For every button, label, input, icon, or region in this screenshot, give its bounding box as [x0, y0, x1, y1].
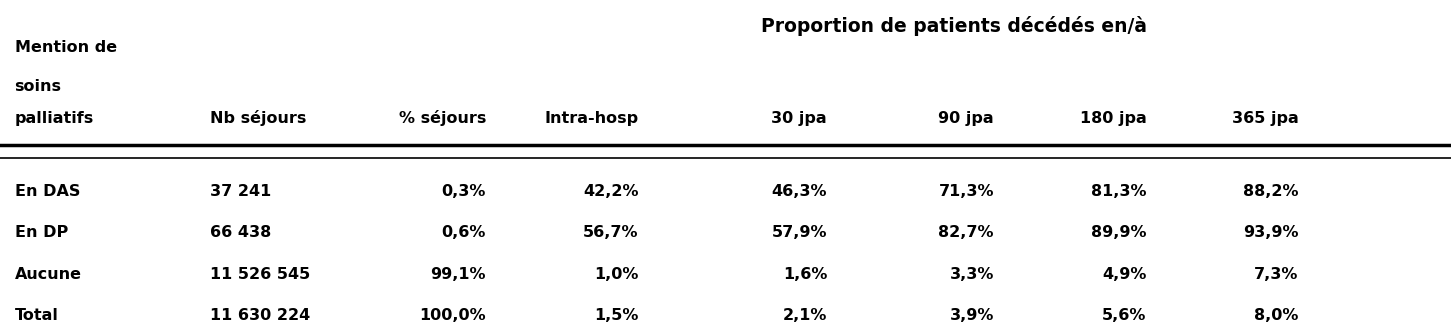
Text: 66 438: 66 438: [210, 226, 271, 240]
Text: 2,1%: 2,1%: [782, 308, 827, 323]
Text: Nb séjours: Nb séjours: [210, 110, 306, 126]
Text: Total: Total: [15, 308, 58, 323]
Text: En DP: En DP: [15, 226, 68, 240]
Text: 71,3%: 71,3%: [939, 184, 994, 199]
Text: En DAS: En DAS: [15, 184, 80, 199]
Text: 365 jpa: 365 jpa: [1232, 110, 1299, 125]
Text: 8,0%: 8,0%: [1254, 308, 1299, 323]
Text: 1,6%: 1,6%: [782, 267, 827, 282]
Text: Intra-hosp: Intra-hosp: [544, 110, 638, 125]
Text: 37 241: 37 241: [210, 184, 271, 199]
Text: 3,3%: 3,3%: [949, 267, 994, 282]
Text: 88,2%: 88,2%: [1244, 184, 1299, 199]
Text: 100,0%: 100,0%: [419, 308, 486, 323]
Text: % séjours: % séjours: [399, 110, 486, 126]
Text: 56,7%: 56,7%: [583, 226, 638, 240]
Text: Proportion de patients décédés en/à: Proportion de patients décédés en/à: [760, 16, 1148, 36]
Text: 11 630 224: 11 630 224: [210, 308, 311, 323]
Text: palliatifs: palliatifs: [15, 110, 94, 125]
Text: 30 jpa: 30 jpa: [772, 110, 827, 125]
Text: 1,5%: 1,5%: [593, 308, 638, 323]
Text: 0,3%: 0,3%: [441, 184, 486, 199]
Text: 99,1%: 99,1%: [431, 267, 486, 282]
Text: 0,6%: 0,6%: [441, 226, 486, 240]
Text: 90 jpa: 90 jpa: [939, 110, 994, 125]
Text: 57,9%: 57,9%: [772, 226, 827, 240]
Text: 5,6%: 5,6%: [1101, 308, 1146, 323]
Text: Mention de: Mention de: [15, 40, 116, 55]
Text: 180 jpa: 180 jpa: [1080, 110, 1146, 125]
Text: 4,9%: 4,9%: [1101, 267, 1146, 282]
Text: 89,9%: 89,9%: [1091, 226, 1146, 240]
Text: 93,9%: 93,9%: [1244, 226, 1299, 240]
Text: 3,9%: 3,9%: [949, 308, 994, 323]
Text: Aucune: Aucune: [15, 267, 81, 282]
Text: 42,2%: 42,2%: [583, 184, 638, 199]
Text: 7,3%: 7,3%: [1254, 267, 1299, 282]
Text: 11 526 545: 11 526 545: [210, 267, 311, 282]
Text: 82,7%: 82,7%: [939, 226, 994, 240]
Text: 81,3%: 81,3%: [1091, 184, 1146, 199]
Text: soins: soins: [15, 79, 61, 94]
Text: 46,3%: 46,3%: [772, 184, 827, 199]
Text: 1,0%: 1,0%: [593, 267, 638, 282]
